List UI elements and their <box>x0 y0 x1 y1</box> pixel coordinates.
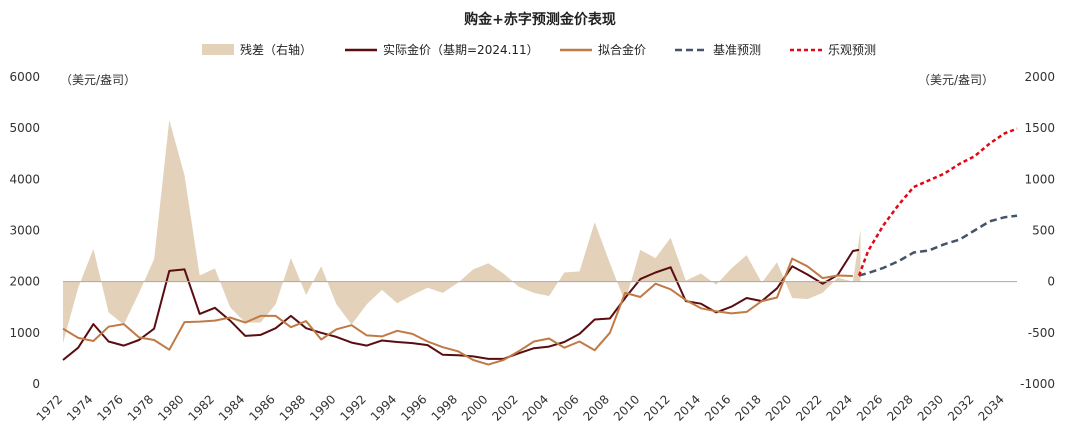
y-tick-label: 3000 <box>9 224 40 238</box>
y2-tick-label: -1000 <box>1020 377 1055 391</box>
chart-title: 购金+赤字预测金价表现 <box>464 11 616 28</box>
y2-tick-label: 500 <box>1032 224 1055 238</box>
x-tick-label: 1986 <box>246 392 277 423</box>
x-tick-label: 2024 <box>824 392 855 423</box>
x-tick-label: 2016 <box>702 392 733 423</box>
x-tick-label: 2010 <box>611 392 642 423</box>
legend: 残差（右轴） 实际金价（基期=2024.11） 拟合金价 基准预测 乐观预测 <box>202 42 876 57</box>
x-tick-label: 2004 <box>520 392 551 423</box>
x-tick-label: 2028 <box>884 392 915 423</box>
x-tick-label: 1998 <box>429 392 460 423</box>
x-tick-label: 1978 <box>125 392 156 423</box>
residual-area <box>63 120 861 344</box>
x-tick-label: 2012 <box>641 392 672 423</box>
x-tick-label: 1992 <box>337 392 368 423</box>
y-tick-label: 5000 <box>9 121 40 135</box>
x-tick-label: 1982 <box>186 392 217 423</box>
y-tick-label: 2000 <box>9 275 40 289</box>
x-tick-label: 2002 <box>489 392 520 423</box>
left-axis-unit: （美元/盎司） <box>60 73 136 87</box>
x-tick-label: 2006 <box>550 392 581 423</box>
legend-swatch-residual <box>202 44 234 55</box>
series-line-4 <box>857 127 1018 276</box>
x-tick-label: 2018 <box>732 392 763 423</box>
x-tick-label: 1974 <box>64 392 95 423</box>
x-tick-label: 2000 <box>459 392 490 423</box>
legend-label: 基准预测 <box>713 43 761 57</box>
series-line-2 <box>62 257 853 366</box>
x-tick-label: 1980 <box>155 392 186 423</box>
x-tick-label: 1988 <box>277 392 308 423</box>
legend-label: 乐观预测 <box>828 43 876 57</box>
x-tick-label: 2014 <box>672 392 703 423</box>
x-tick-label: 1990 <box>307 392 338 423</box>
x-tick-label: 2032 <box>945 392 976 423</box>
x-tick-label: 2008 <box>581 392 612 423</box>
y2-tick-label: 1500 <box>1024 121 1055 135</box>
series-line-layer <box>62 127 1018 366</box>
legend-label: 实际金价（基期=2024.11） <box>383 42 539 57</box>
x-tick-label: 1984 <box>216 392 247 423</box>
x-tick-label: 1994 <box>368 392 399 423</box>
y-tick-label: 0 <box>32 377 40 391</box>
right-axis-unit: （美元/盎司） <box>918 73 994 87</box>
y2-tick-label: 2000 <box>1024 70 1055 84</box>
x-tick-label: 2034 <box>975 392 1006 423</box>
legend-label: 残差（右轴） <box>240 42 312 57</box>
residual-area-layer <box>63 120 861 344</box>
x-tick-label: 2022 <box>793 392 824 423</box>
y2-tick-label: -500 <box>1028 326 1055 340</box>
y-tick-label: 6000 <box>9 70 40 84</box>
y-tick-label: 4000 <box>9 172 40 186</box>
x-tick-label: 1996 <box>398 392 429 423</box>
x-tick-label: 1976 <box>94 392 125 423</box>
y2-tick-label: 1000 <box>1024 172 1055 186</box>
legend-label: 拟合金价 <box>598 42 646 57</box>
series-line-3 <box>858 214 1018 277</box>
x-tick-label: 2020 <box>763 392 794 423</box>
y2-tick-label: 0 <box>1047 275 1055 289</box>
x-tick-label: 1972 <box>34 392 65 423</box>
y-tick-label: 1000 <box>9 326 40 340</box>
x-tick-label: 2026 <box>854 392 885 423</box>
x-tick-label: 2030 <box>915 392 946 423</box>
